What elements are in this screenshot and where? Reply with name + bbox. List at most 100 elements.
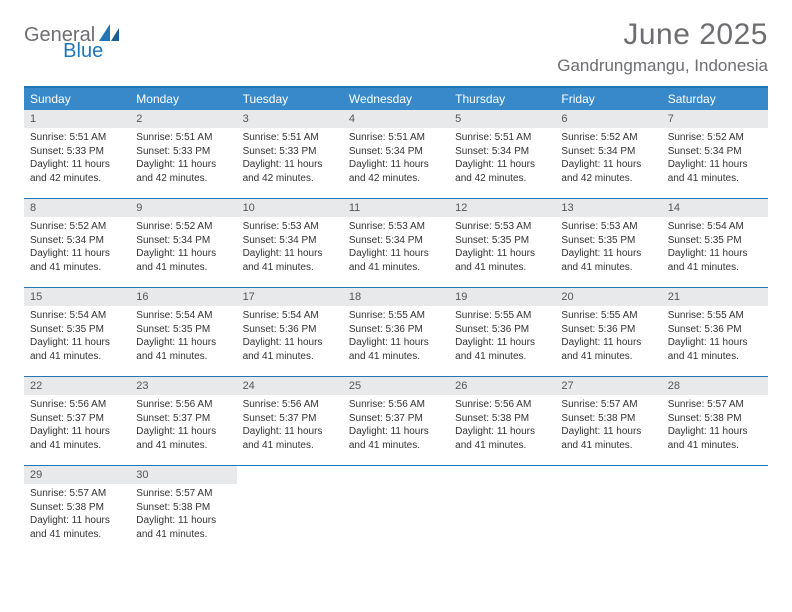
day-cell-empty [662, 466, 768, 554]
daylight-line: Daylight: 11 hours and 41 minutes. [136, 425, 230, 452]
sunrise-line: Sunrise: 5:51 AM [349, 131, 443, 145]
day-body: Sunrise: 5:55 AMSunset: 5:36 PMDaylight:… [555, 306, 661, 369]
sunset-line: Sunset: 5:34 PM [243, 234, 337, 248]
day-body: Sunrise: 5:52 AMSunset: 5:34 PMDaylight:… [130, 217, 236, 280]
sunset-line: Sunset: 5:38 PM [561, 412, 655, 426]
day-cell: 12Sunrise: 5:53 AMSunset: 5:35 PMDayligh… [449, 199, 555, 287]
sunset-line: Sunset: 5:34 PM [561, 145, 655, 159]
daylight-line: Daylight: 11 hours and 42 minutes. [243, 158, 337, 185]
sunrise-line: Sunrise: 5:56 AM [243, 398, 337, 412]
day-body: Sunrise: 5:55 AMSunset: 5:36 PMDaylight:… [662, 306, 768, 369]
day-cell-empty [555, 466, 661, 554]
day-body: Sunrise: 5:53 AMSunset: 5:34 PMDaylight:… [343, 217, 449, 280]
sunrise-line: Sunrise: 5:55 AM [349, 309, 443, 323]
weekday-header: Monday [130, 88, 236, 110]
day-body: Sunrise: 5:51 AMSunset: 5:34 PMDaylight:… [343, 128, 449, 191]
sunset-line: Sunset: 5:33 PM [136, 145, 230, 159]
week-row: 1Sunrise: 5:51 AMSunset: 5:33 PMDaylight… [24, 110, 768, 199]
day-cell: 22Sunrise: 5:56 AMSunset: 5:37 PMDayligh… [24, 377, 130, 465]
daylight-line: Daylight: 11 hours and 41 minutes. [30, 514, 124, 541]
sunset-line: Sunset: 5:36 PM [349, 323, 443, 337]
day-cell: 17Sunrise: 5:54 AMSunset: 5:36 PMDayligh… [237, 288, 343, 376]
day-number: 30 [130, 466, 236, 484]
sunrise-line: Sunrise: 5:54 AM [30, 309, 124, 323]
daylight-line: Daylight: 11 hours and 41 minutes. [668, 247, 762, 274]
weekday-header: Sunday [24, 88, 130, 110]
day-number: 11 [343, 199, 449, 217]
sunset-line: Sunset: 5:34 PM [349, 145, 443, 159]
daylight-line: Daylight: 11 hours and 41 minutes. [243, 247, 337, 274]
daylight-line: Daylight: 11 hours and 41 minutes. [561, 247, 655, 274]
day-body: Sunrise: 5:54 AMSunset: 5:36 PMDaylight:… [237, 306, 343, 369]
day-cell: 25Sunrise: 5:56 AMSunset: 5:37 PMDayligh… [343, 377, 449, 465]
sunset-line: Sunset: 5:38 PM [668, 412, 762, 426]
day-body: Sunrise: 5:56 AMSunset: 5:37 PMDaylight:… [343, 395, 449, 458]
sunset-line: Sunset: 5:36 PM [243, 323, 337, 337]
day-cell: 4Sunrise: 5:51 AMSunset: 5:34 PMDaylight… [343, 110, 449, 198]
day-cell: 20Sunrise: 5:55 AMSunset: 5:36 PMDayligh… [555, 288, 661, 376]
day-number: 5 [449, 110, 555, 128]
week-row: 22 Sunrise: 5:56 AMSunset: 5:37 PMDayligh… [24, 377, 768, 466]
sunrise-line: Sunrise: 5:54 AM [136, 309, 230, 323]
day-cell: 11Sunrise: 5:53 AMSunset: 5:34 PMDayligh… [343, 199, 449, 287]
day-body: Sunrise: 5:57 AMSunset: 5:38 PMDaylight:… [662, 395, 768, 458]
sunrise-line: Sunrise: 5:52 AM [136, 220, 230, 234]
day-body: Sunrise: 5:53 AMSunset: 5:34 PMDaylight:… [237, 217, 343, 280]
sunrise-line: Sunrise: 5:57 AM [136, 487, 230, 501]
day-cell-empty [449, 466, 555, 554]
weekday-header: Wednesday [343, 88, 449, 110]
day-body: Sunrise: 5:52 AMSunset: 5:34 PMDaylight:… [24, 217, 130, 280]
day-body: Sunrise: 5:51 AMSunset: 5:33 PMDaylight:… [237, 128, 343, 191]
sunset-line: Sunset: 5:34 PM [455, 145, 549, 159]
weekday-header-row: SundayMondayTuesdayWednesdayThursdayFrid… [24, 88, 768, 110]
day-number: 1 [24, 110, 130, 128]
day-number: 23 [130, 377, 236, 395]
day-number: 18 [343, 288, 449, 306]
day-cell: 3Sunrise: 5:51 AMSunset: 5:33 PMDaylight… [237, 110, 343, 198]
sunrise-line: Sunrise: 5:51 AM [30, 131, 124, 145]
sunset-line: Sunset: 5:35 PM [668, 234, 762, 248]
daylight-line: Daylight: 11 hours and 41 minutes. [243, 425, 337, 452]
day-cell: 19Sunrise: 5:55 AMSunset: 5:36 PMDayligh… [449, 288, 555, 376]
daylight-line: Daylight: 11 hours and 42 minutes. [349, 158, 443, 185]
daylight-line: Daylight: 11 hours and 41 minutes. [349, 425, 443, 452]
weekday-header: Saturday [662, 88, 768, 110]
sunrise-line: Sunrise: 5:56 AM [30, 398, 124, 412]
day-cell: 13Sunrise: 5:53 AMSunset: 5:35 PMDayligh… [555, 199, 661, 287]
day-number: 28 [662, 377, 768, 395]
sunrise-line: Sunrise: 5:53 AM [561, 220, 655, 234]
day-cell: 29Sunrise: 5:57 AMSunset: 5:38 PMDayligh… [24, 466, 130, 554]
logo: General Blue [24, 18, 165, 47]
day-cell: 30Sunrise: 5:57 AMSunset: 5:38 PMDayligh… [130, 466, 236, 554]
day-number: 19 [449, 288, 555, 306]
sunrise-line: Sunrise: 5:54 AM [243, 309, 337, 323]
sunrise-line: Sunrise: 5:53 AM [243, 220, 337, 234]
day-cell: 15Sunrise: 5:54 AMSunset: 5:35 PMDayligh… [24, 288, 130, 376]
weekday-header: Friday [555, 88, 661, 110]
week-row: 15Sunrise: 5:54 AMSunset: 5:35 PMDayligh… [24, 288, 768, 377]
day-body: Sunrise: 5:52 AMSunset: 5:34 PMDaylight:… [662, 128, 768, 191]
day-cell: 9Sunrise: 5:52 AMSunset: 5:34 PMDaylight… [130, 199, 236, 287]
daylight-line: Daylight: 11 hours and 42 minutes. [455, 158, 549, 185]
day-body: Sunrise: 5:53 AMSunset: 5:35 PMDaylight:… [449, 217, 555, 280]
sunrise-line: Sunrise: 5:52 AM [561, 131, 655, 145]
sunset-line: Sunset: 5:35 PM [30, 323, 124, 337]
day-body: Sunrise: 5:57 AMSunset: 5:38 PMDaylight:… [130, 484, 236, 547]
sunrise-line: Sunrise: 5:51 AM [136, 131, 230, 145]
daylight-line: Daylight: 11 hours and 41 minutes. [561, 425, 655, 452]
day-number: 10 [237, 199, 343, 217]
day-cell: 6 Sunrise: 5:52 AMSunset: 5:34 PMDaylight… [555, 110, 661, 198]
day-cell: 7Sunrise: 5:52 AMSunset: 5:34 PMDaylight… [662, 110, 768, 198]
daylight-line: Daylight: 11 hours and 42 minutes. [561, 158, 655, 185]
day-number: 2 [130, 110, 236, 128]
day-number: 22 [24, 377, 130, 395]
week-row: 29Sunrise: 5:57 AMSunset: 5:38 PMDayligh… [24, 466, 768, 554]
sunset-line: Sunset: 5:36 PM [668, 323, 762, 337]
sunset-line: Sunset: 5:36 PM [561, 323, 655, 337]
sunrise-line: Sunrise: 5:55 AM [455, 309, 549, 323]
sunrise-line: Sunrise: 5:56 AM [455, 398, 549, 412]
day-number: 6 [555, 110, 661, 128]
sunrise-line: Sunrise: 5:56 AM [136, 398, 230, 412]
day-body: Sunrise: 5:51 AMSunset: 5:33 PMDaylight:… [130, 128, 236, 191]
daylight-line: Daylight: 11 hours and 42 minutes. [30, 158, 124, 185]
